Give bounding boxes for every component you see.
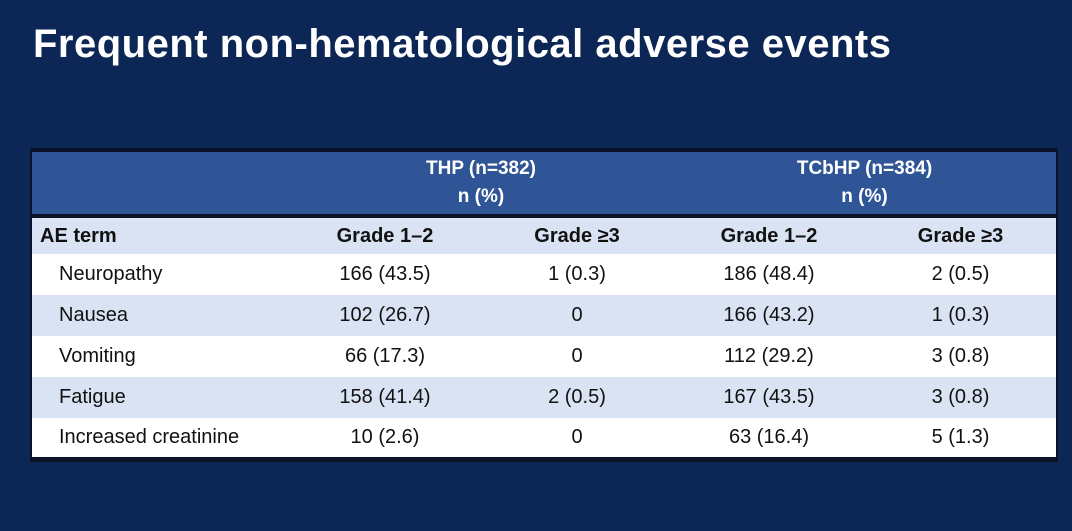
ae-term-cell: Fatigue <box>59 386 126 408</box>
value-cell: 166 (43.5) <box>339 263 431 285</box>
value-cell: 66 (17.3) <box>344 345 426 367</box>
value-cell: 0 <box>571 345 583 367</box>
table-header: THP (n=382) n (%) TCbHP (n=384) n (%) AE… <box>31 150 1058 254</box>
column-header-thp-grade-1-2: Grade 1–2 <box>289 216 481 254</box>
adverse-events-table: THP (n=382) n (%) TCbHP (n=384) n (%) AE… <box>30 148 1059 462</box>
group-header-thp-label: THP (n=382) <box>426 158 536 180</box>
value-cell: 0 <box>571 304 583 326</box>
column-header-ae-term: AE term <box>31 216 289 254</box>
group-header-row: THP (n=382) n (%) TCbHP (n=384) n (%) <box>31 150 1058 218</box>
column-header-row: AE term Grade 1–2 Grade ≥3 Grade 1–2 Gra… <box>31 216 1058 254</box>
value-cell: 63 (16.4) <box>728 425 810 448</box>
table-body: Neuropathy 166 (43.5) 1 (0.3) 186 (48.4)… <box>31 254 1058 459</box>
table-row-vomiting: Vomiting 66 (17.3) 0 112 (29.2) 3 (0.8) <box>31 336 1058 377</box>
value-cell: 3 (0.8) <box>931 345 990 367</box>
table-row-fatigue: Fatigue 158 (41.4) 2 (0.5) 167 (43.5) 3 … <box>31 377 1058 418</box>
value-cell: 167 (43.5) <box>723 386 815 408</box>
value-cell: 10 (2.6) <box>350 425 420 448</box>
value-cell: 102 (26.7) <box>339 304 431 326</box>
value-cell: 166 (43.2) <box>723 304 815 326</box>
ae-term-cell: Neuropathy <box>59 263 163 285</box>
table-row-neuropathy: Neuropathy 166 (43.5) 1 (0.3) 186 (48.4)… <box>31 254 1058 295</box>
group-header-spacer <box>31 150 289 218</box>
value-cell: 1 (0.3) <box>548 263 606 285</box>
value-cell: 5 (1.3) <box>931 425 990 448</box>
value-cell: 2 (0.5) <box>548 386 606 408</box>
column-header-thp-grade-ge3: Grade ≥3 <box>481 216 673 254</box>
table-row-nausea: Nausea 102 (26.7) 0 166 (43.2) 1 (0.3) <box>31 295 1058 336</box>
ae-term-cell: Vomiting <box>59 345 136 367</box>
group-header-tcbhp: TCbHP (n=384) n (%) <box>673 150 1058 218</box>
value-cell: 1 (0.3) <box>931 304 990 326</box>
group-header-thp: THP (n=382) n (%) <box>289 150 673 218</box>
group-header-thp-sub: n (%) <box>457 186 505 207</box>
value-cell: 3 (0.8) <box>931 386 990 408</box>
value-cell: 186 (48.4) <box>723 263 815 285</box>
column-header-tcbhp-grade-1-2: Grade 1–2 <box>673 216 865 254</box>
ae-term-cell: Nausea <box>59 304 128 326</box>
ae-term-cell: Increased creatinine <box>59 425 240 448</box>
value-cell: 0 <box>571 425 583 448</box>
column-header-tcbhp-grade-ge3: Grade ≥3 <box>865 216 1058 254</box>
table-row-increased-creatinine: Increased creatinine 10 (2.6) 0 63 (16.4… <box>31 418 1058 459</box>
group-header-tcbhp-sub: n (%) <box>841 186 888 207</box>
group-header-tcbhp-label: TCbHP (n=384) <box>796 158 933 180</box>
value-cell: 2 (0.5) <box>931 263 990 285</box>
value-cell: 158 (41.4) <box>339 386 431 408</box>
page-title: Frequent non-hematological adverse event… <box>33 22 892 66</box>
value-cell: 112 (29.2) <box>724 345 814 367</box>
